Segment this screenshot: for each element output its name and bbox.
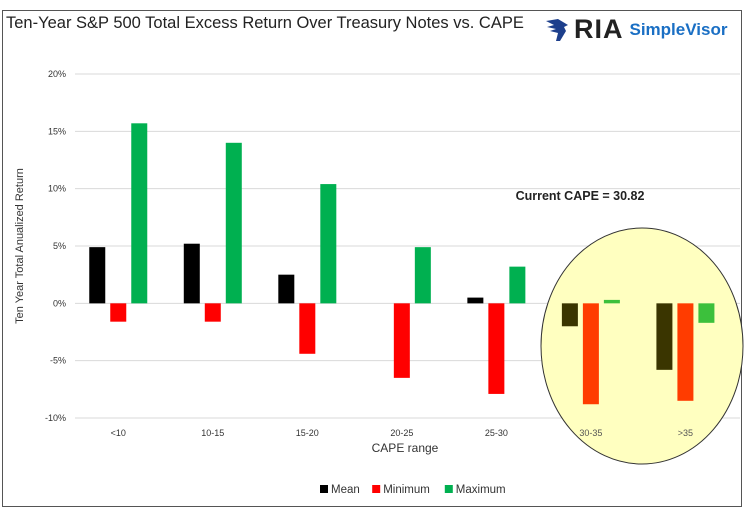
bar-minimum bbox=[677, 303, 694, 401]
bar-minimum bbox=[488, 303, 505, 394]
legend-swatch-minimum bbox=[372, 485, 381, 493]
highlight-ellipse bbox=[540, 227, 744, 465]
y-axis-label: Ten Year Total Anualized Return bbox=[14, 168, 26, 324]
legend-swatch-maximum bbox=[444, 485, 453, 493]
y-tick-label: 20% bbox=[48, 69, 66, 79]
x-tick-label: 30-35 bbox=[579, 428, 602, 438]
bar-mean bbox=[561, 303, 578, 327]
legend-label-maximum: Maximum bbox=[456, 484, 506, 496]
y-tick-label: 0% bbox=[53, 298, 66, 308]
y-tick-label: 15% bbox=[48, 126, 66, 136]
legend-swatch-mean bbox=[320, 485, 328, 493]
bar-minimum bbox=[582, 303, 599, 405]
bar-maximum bbox=[320, 184, 337, 304]
bar-minimum bbox=[299, 303, 316, 354]
bar-minimum bbox=[110, 303, 127, 322]
bar-mean bbox=[183, 243, 200, 304]
bar-mean bbox=[467, 297, 484, 304]
bar-maximum bbox=[414, 247, 431, 304]
y-tick-label: 5% bbox=[53, 241, 66, 251]
bar-maximum bbox=[698, 303, 715, 323]
brand-name: RIA bbox=[574, 14, 624, 44]
x-tick-label: <10 bbox=[111, 428, 126, 438]
logo: RIA SimpleVisor bbox=[544, 14, 727, 45]
y-tick-label: -5% bbox=[50, 356, 66, 366]
x-tick-label: >35 bbox=[678, 428, 693, 438]
y-tick-label: 10% bbox=[48, 184, 66, 194]
bar-maximum bbox=[131, 123, 148, 304]
bar-mean bbox=[656, 303, 673, 370]
chart-title: Ten-Year S&P 500 Total Excess Return Ove… bbox=[6, 14, 524, 32]
x-tick-label: 10-15 bbox=[201, 428, 224, 438]
eagle-icon bbox=[546, 18, 568, 41]
bar-minimum bbox=[204, 303, 221, 322]
x-tick-label: 20-25 bbox=[390, 428, 413, 438]
x-tick-label: 15-20 bbox=[296, 428, 319, 438]
bar-maximum bbox=[225, 142, 242, 304]
legend-label-minimum: Minimum bbox=[383, 484, 430, 496]
chart-frame bbox=[2, 10, 742, 507]
bar-maximum bbox=[603, 299, 620, 304]
y-tick-label: -10% bbox=[45, 413, 66, 423]
legend-label-mean: Mean bbox=[331, 484, 360, 496]
bar-mean bbox=[89, 247, 106, 304]
x-axis-label: CAPE range bbox=[372, 441, 439, 455]
bar-maximum bbox=[509, 266, 526, 304]
bar-minimum bbox=[393, 303, 410, 378]
cape-annotation: Current CAPE = 30.82 bbox=[516, 189, 645, 203]
brand-product: SimpleVisor bbox=[629, 19, 728, 39]
x-tick-label: 25-30 bbox=[485, 428, 508, 438]
bar-mean bbox=[278, 274, 295, 304]
